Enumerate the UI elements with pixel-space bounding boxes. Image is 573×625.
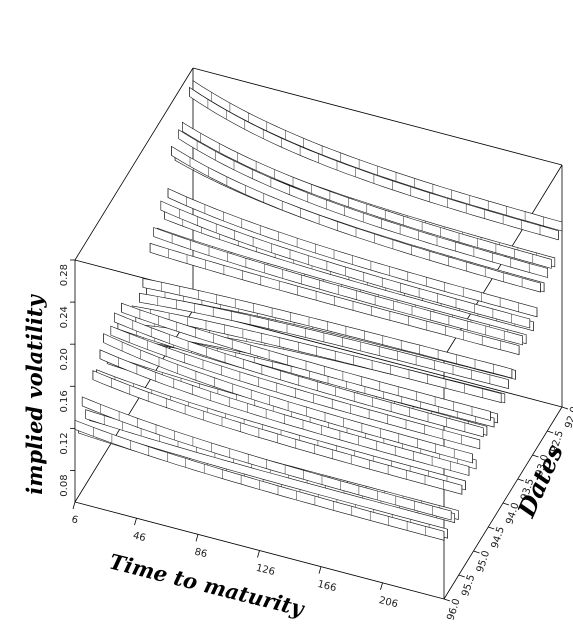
y-tick-label: 0.24 — [59, 306, 70, 328]
x-tick-label: 86 — [193, 547, 208, 561]
surface-ribbon — [160, 200, 531, 329]
surface-ribbon — [114, 312, 484, 438]
volatility-axis: 0.08 0.12 0.16 0.20 0.24 0.28 implied volatil… — [22, 259, 75, 497]
date-tick-mark — [561, 406, 569, 410]
surface-ribbon — [189, 86, 559, 241]
date-tick-mark — [547, 430, 554, 434]
surface-ribbon — [92, 370, 463, 495]
dates-axis: 92.092.593.093.594.094.595.095.596.0 Dat… — [443, 405, 573, 622]
box-edge — [74, 67, 194, 261]
surface-ribbon — [131, 305, 502, 403]
x-tick-label: 206 — [378, 595, 399, 610]
y-tick-label: 0.08 — [59, 474, 70, 496]
x-tick-mark — [318, 566, 322, 574]
surface-ribbon — [99, 349, 470, 476]
x-tick-label: 126 — [255, 563, 276, 578]
y-tick-label: 0.28 — [59, 264, 70, 286]
surface-ribbons — [74, 80, 563, 541]
surface-ribbon — [142, 278, 513, 379]
maturity-axis: 6 46 86 126 166 206 Time to maturity — [70, 501, 399, 622]
date-tick-label: 94.5 — [490, 525, 507, 550]
date-tick-mark — [502, 502, 510, 506]
x-tick-label: 166 — [316, 579, 337, 594]
date-tick-label: 95.5 — [460, 573, 477, 598]
surface-ribbon — [192, 80, 563, 232]
date-tick-label: 92.0 — [563, 405, 573, 430]
surface-ribbon — [74, 419, 445, 541]
surface-ribbon — [171, 145, 541, 293]
surface-ribbon — [139, 292, 509, 389]
surface-ribbon — [167, 188, 538, 318]
x-tick-mark — [195, 534, 199, 542]
date-tick-label: 96.0 — [445, 597, 462, 622]
y-axis-title: implied volatility — [22, 293, 47, 494]
y-tick-label: 0.20 — [59, 348, 70, 370]
date-tick-mark — [488, 526, 495, 530]
surface-ribbon — [110, 325, 481, 450]
surface-ribbon — [149, 242, 520, 356]
surface-ribbon — [178, 129, 549, 278]
x-tick-label: 6 — [70, 514, 79, 526]
surface-ribbon — [103, 333, 473, 464]
surface-ribbon — [121, 302, 491, 421]
surface-ribbon — [81, 396, 452, 521]
x-axis-title: Time to maturity — [107, 549, 308, 622]
x-tick-mark — [257, 550, 260, 558]
y-tick-label: 0.16 — [59, 390, 70, 412]
x-tick-mark — [72, 501, 76, 510]
date-tick-label: 95.0 — [475, 549, 492, 574]
surface-ribbon — [182, 121, 552, 269]
y-tick-label: 0.12 — [59, 432, 70, 454]
box-edge — [192, 67, 563, 166]
date-tick-mark — [458, 574, 465, 578]
x-tick-label: 46 — [132, 530, 147, 544]
x-tick-mark — [134, 518, 137, 526]
date-tick-mark — [532, 454, 539, 458]
date-tick-mark — [443, 598, 451, 602]
x-tick-mark — [380, 582, 383, 590]
date-tick-mark — [473, 550, 480, 554]
z-axis-title: Dates — [511, 439, 569, 522]
surface-ribbon — [153, 227, 524, 346]
box-edge — [192, 309, 563, 408]
date-tick-mark — [517, 478, 524, 482]
